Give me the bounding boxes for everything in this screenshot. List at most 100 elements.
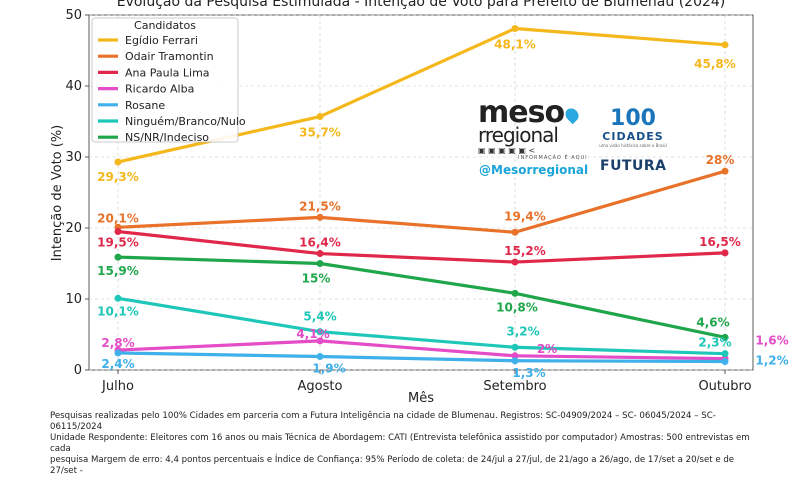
data-point [511, 24, 519, 32]
legend-box [91, 17, 239, 143]
data-point [721, 357, 729, 365]
footer-note: Pesquisas realizadas pelo 100% Cidades e… [50, 411, 755, 477]
series-lines [114, 24, 729, 365]
footer-line-1: Pesquisas realizadas pelo 100% Cidades e… [50, 411, 716, 432]
data-point [114, 228, 122, 236]
data-point [511, 357, 519, 365]
data-label: 19,4% [504, 209, 546, 223]
data-label: 15% [302, 272, 331, 286]
footer-line-3: pesquisa Margem de erro: 4,4 pontos perc… [50, 455, 735, 476]
x-tick-label: Julho [101, 379, 134, 394]
data-point [511, 289, 519, 297]
y-axis-ticks: 0 10 20 30 40 50 [65, 8, 89, 378]
legend-entry: Ninguém/Branco/Nulo [125, 115, 246, 128]
data-label: 1,9% [312, 362, 345, 376]
footer-line-2: Unidade Respondente: Eleitores com 16 an… [50, 433, 750, 454]
meso-logo-line1: meso [478, 95, 565, 130]
x-axis-label: Mês [408, 391, 434, 406]
data-label: 1,3% [512, 366, 545, 380]
data-point [114, 253, 122, 261]
location-pin-icon [562, 105, 582, 125]
cem-cidades-logo: 100 CIDADES uma visão histórica sobre o … [598, 106, 668, 149]
data-point [316, 353, 324, 361]
data-point [316, 213, 324, 221]
y-tick-label: 10 [65, 292, 82, 307]
cidades-word: CIDADES [602, 130, 664, 143]
data-label: 20,1% [97, 211, 139, 225]
data-point [721, 167, 729, 175]
meso-tagline: INFORMAÇÃO É AQUI [518, 155, 588, 161]
series-line [117, 255, 726, 339]
legend-entry: Rosane [125, 99, 165, 112]
mesorregional-logo: meso rregional ▣ ▣ ▣ ▣ ▣ < INFORMAÇÃO É … [478, 98, 588, 162]
data-point [114, 294, 122, 302]
data-point [721, 333, 729, 341]
data-label: 2,3% [698, 336, 731, 350]
data-point [316, 337, 324, 345]
data-label: 4,6% [696, 315, 729, 329]
data-label: 15,9% [97, 264, 139, 278]
y-tick-label: 50 [65, 8, 82, 23]
y-axis-label: Intenção de Voto (%) [50, 125, 65, 262]
x-tick-label: Setembro [483, 379, 546, 394]
data-point [511, 343, 519, 351]
social-icons: ▣ ▣ ▣ ▣ ▣ < [478, 146, 536, 155]
data-point [316, 250, 324, 258]
data-point [511, 228, 519, 236]
data-label: 21,5% [299, 199, 341, 213]
legend-entry: Odair Tramontin [125, 50, 214, 63]
data-point [511, 258, 519, 266]
data-label: 45,8% [694, 57, 736, 71]
y-tick-label: 20 [65, 221, 82, 236]
data-point [721, 350, 729, 358]
data-label: 3,2% [506, 324, 539, 338]
legend-entry: Ana Paula Lima [125, 66, 210, 79]
y-tick-label: 0 [74, 363, 82, 378]
data-label: 10,1% [97, 304, 139, 318]
data-label: 16,5% [699, 235, 741, 249]
cidades-number: 100 [610, 106, 656, 131]
data-label: 2,8% [101, 336, 134, 350]
data-point [316, 328, 324, 336]
data-point [316, 260, 324, 267]
data-label: 29,3% [97, 170, 139, 184]
legend-entry: NS/NR/Indeciso [125, 131, 209, 144]
line-chart: 0 10 20 30 40 50 Julho Agosto Setembro Outubro E… [50, 0, 789, 406]
series-line [117, 169, 726, 234]
data-label: 48,1% [494, 37, 536, 51]
series-line [117, 339, 726, 361]
legend: Candidatos Egídio Ferrari Odair Tramontin A… [91, 17, 246, 144]
legend-entry: Egídio Ferrari [125, 34, 198, 47]
data-labels: 29,3% 35,7% 48,1% 45,8% 20,1% 21,5% 19,4% 28% 19… [97, 37, 788, 379]
x-tick-label: Agosto [298, 379, 343, 394]
data-label: 1,6% [755, 334, 788, 348]
chart-title: Evolução da Pesquisa Estimulada - Intenç… [117, 0, 726, 10]
data-label: 2,4% [101, 357, 134, 371]
data-point [721, 249, 729, 257]
data-label: 5,4% [303, 310, 336, 324]
x-axis-ticks: Julho Agosto Setembro Outubro [101, 370, 752, 394]
series-line [117, 296, 726, 356]
data-label: 19,5% [97, 236, 139, 250]
x-tick-label: Outubro [698, 379, 751, 394]
y-tick-label: 30 [65, 150, 82, 165]
series-line [117, 351, 726, 364]
data-label: 2% [537, 342, 557, 356]
data-label: 10,8% [496, 300, 538, 314]
series-line [117, 229, 726, 264]
y-tick-label: 40 [65, 79, 82, 94]
data-label: 16,4% [299, 236, 341, 250]
data-point [114, 158, 122, 166]
data-point [114, 349, 122, 357]
mesorregional-handle: @Mesorregional [479, 163, 589, 177]
cidades-tagline: uma visão histórica sobre o Brasil [599, 143, 667, 148]
data-label: 35,7% [299, 126, 341, 140]
legend-title: Candidatos [134, 19, 196, 32]
legend-entry: Ricardo Alba [125, 83, 194, 96]
data-point [316, 113, 324, 121]
data-label: 4,1% [296, 327, 329, 341]
data-label: 28% [706, 153, 735, 167]
data-label: 15,2% [504, 244, 546, 258]
futura-logo: FUTURA [600, 158, 667, 174]
data-point [511, 352, 519, 360]
